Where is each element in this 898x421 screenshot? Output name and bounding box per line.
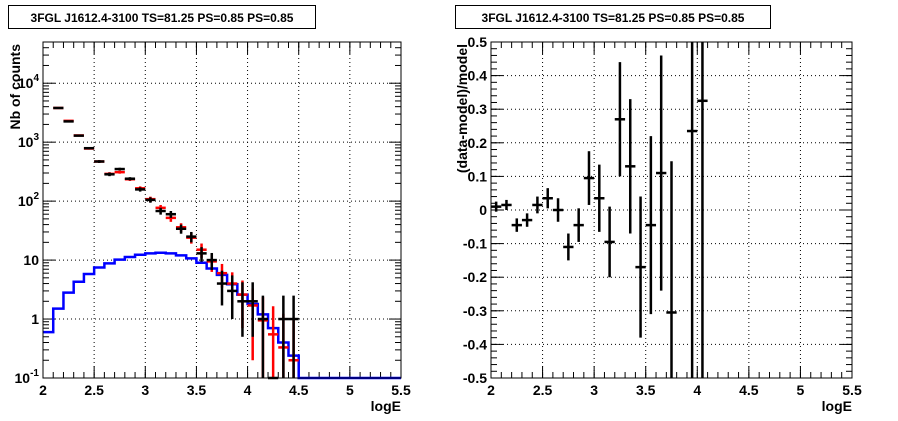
data-point xyxy=(614,62,626,177)
y-tick-label: 102 xyxy=(18,191,40,209)
y-tick-label: 0 xyxy=(479,202,487,218)
data-point xyxy=(165,211,176,218)
counts-panel: 2 2.5 3 3.5 4 4.5 5 5.5 10-1 1 10 102 103 104 logE Nb o… xyxy=(7,5,411,414)
y-tick-label: 1 xyxy=(31,311,39,327)
data-point xyxy=(155,207,166,215)
data-point xyxy=(53,106,64,110)
x-tick-label: 4.5 xyxy=(289,382,309,398)
x-tick-label: 3 xyxy=(141,382,149,398)
x-tick-label: 4.5 xyxy=(739,382,759,398)
y-tick-label: 104 xyxy=(18,73,40,91)
y-tick-label: 0.2 xyxy=(468,135,488,151)
residual-panel: 2 2.5 3 3.5 4 4.5 5 5.5 -0.5 -0.4 -0.3 -0.2 -0.1 0 0.1… xyxy=(449,0,898,421)
data-point xyxy=(257,295,269,378)
data-point xyxy=(501,199,512,210)
data-point xyxy=(83,146,95,150)
y-tick-label: 103 xyxy=(18,132,40,150)
data-point xyxy=(278,295,289,378)
data-point xyxy=(697,42,708,378)
chart-title: 3FGL J1612.4-3100 TS=81.25 PS=0.85 PS=0.… xyxy=(8,5,316,29)
data-point xyxy=(604,206,615,278)
data-point xyxy=(491,201,502,212)
data-point xyxy=(268,306,279,378)
data-point xyxy=(114,170,125,174)
data-point xyxy=(114,167,125,171)
data-point xyxy=(583,151,595,205)
data-point xyxy=(532,196,543,214)
data-point xyxy=(237,282,248,337)
y-tick-label: -0.3 xyxy=(463,303,487,319)
data-point xyxy=(135,187,146,192)
x-axis-title: logE xyxy=(371,398,401,414)
data-point xyxy=(227,275,238,320)
data-point xyxy=(124,177,136,181)
residual-chart: 2 2.5 3 3.5 4 4.5 5 5.5 -0.5 -0.4 -0.3 -0.2 -0.1 0 0.1… xyxy=(454,34,862,414)
data-point xyxy=(656,55,667,291)
data-point xyxy=(63,120,74,123)
data-point xyxy=(175,224,187,234)
x-tick-label: 5.5 xyxy=(391,382,411,398)
y-axis-title: Nb of counts xyxy=(7,44,23,130)
y-axis-title: (data-model)/model xyxy=(454,44,470,173)
data-point xyxy=(521,213,533,227)
data-point xyxy=(145,197,156,203)
counts-chart: 2 2.5 3 3.5 4 4.5 5 5.5 10-1 1 10 102 103 104 logE Nb o… xyxy=(7,41,411,414)
y-tick-label: 10 xyxy=(23,252,39,268)
x-tick-label: 2.5 xyxy=(533,382,553,398)
data-point xyxy=(288,295,299,378)
data-point xyxy=(552,198,564,222)
x-tick-label: 2.5 xyxy=(84,382,104,398)
data-point xyxy=(666,161,677,378)
data-point xyxy=(594,164,605,232)
y-tick-label: -0.2 xyxy=(463,269,487,285)
data-point xyxy=(542,188,553,209)
x-tick-label: 2 xyxy=(487,382,495,398)
x-tick-label: 5.5 xyxy=(842,382,862,398)
data-point xyxy=(196,247,207,262)
x-tick-label: 4 xyxy=(244,382,252,398)
plot-frame xyxy=(490,41,853,379)
data-point xyxy=(104,172,115,177)
x-tick-label: 2 xyxy=(39,382,47,398)
y-tick-label: 0.4 xyxy=(468,68,488,84)
data-point xyxy=(206,252,217,270)
x-tick-label: 3.5 xyxy=(636,382,656,398)
y-tick-label: -0.5 xyxy=(463,370,487,386)
x-tick-label: 5 xyxy=(797,382,805,398)
y-tick-label: 0.3 xyxy=(468,101,488,117)
y-tick-label: 10-1 xyxy=(15,368,40,386)
x-tick-label: 3 xyxy=(590,382,598,398)
y-tick-label: -0.1 xyxy=(463,236,487,252)
data-point xyxy=(573,208,584,242)
data-point xyxy=(247,282,258,337)
y-tick-label: 0.1 xyxy=(468,168,488,184)
data-point xyxy=(73,134,84,137)
x-tick-label: 3.5 xyxy=(187,382,207,398)
y-tick-label: -0.4 xyxy=(463,336,487,352)
plot-frame xyxy=(42,41,402,379)
data-point xyxy=(635,196,646,338)
data-point xyxy=(625,99,636,234)
data-point xyxy=(511,218,522,232)
chart-title: 3FGL J1612.4-3100 TS=81.25 PS=0.85 PS=0.… xyxy=(455,5,771,29)
x-tick-label: 4 xyxy=(693,382,701,398)
x-axis-title: logE xyxy=(822,398,852,414)
data-point xyxy=(645,136,657,315)
data-point xyxy=(186,231,197,243)
y-tick-label: 0.5 xyxy=(468,34,488,50)
data-point xyxy=(563,233,574,261)
data-point xyxy=(94,160,105,163)
data-point xyxy=(686,42,698,378)
x-tick-label: 5 xyxy=(346,382,354,398)
data-point xyxy=(216,270,228,306)
